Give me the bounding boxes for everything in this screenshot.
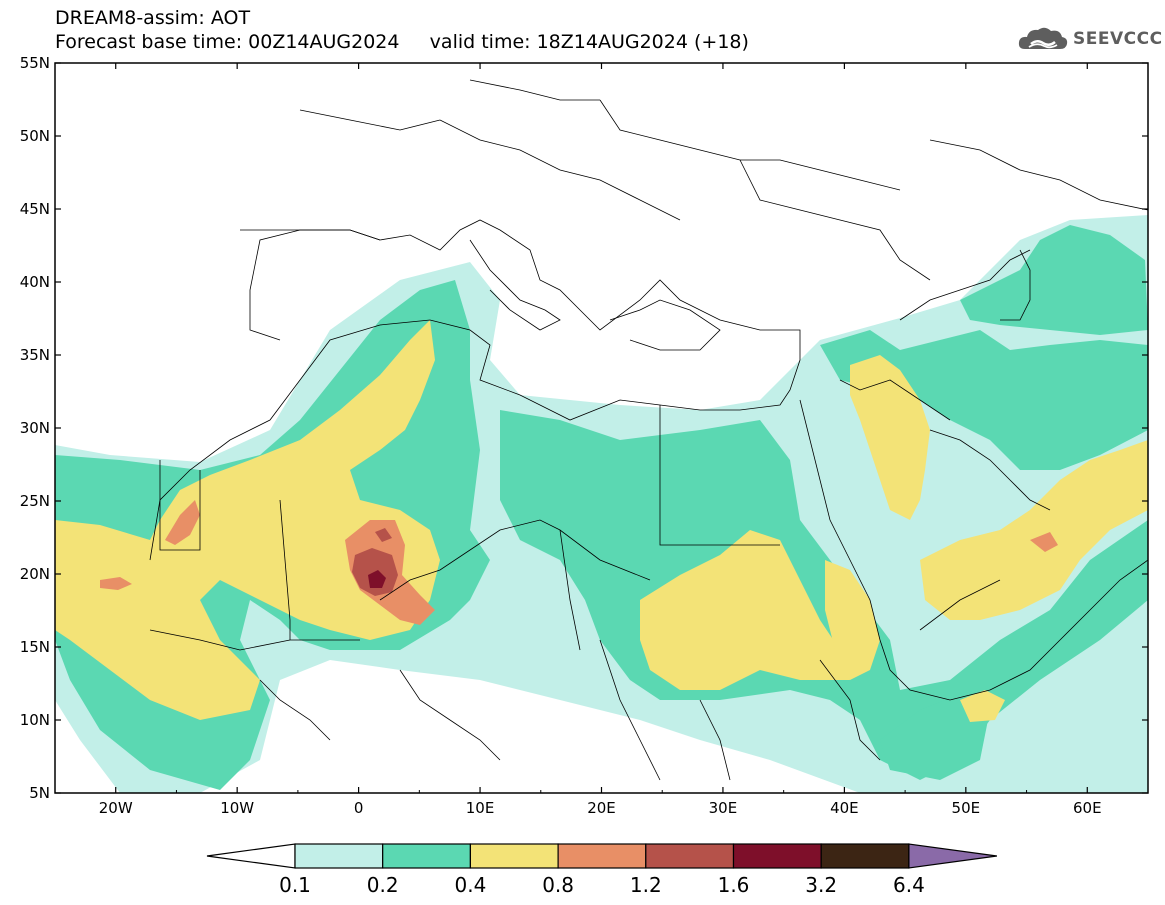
longitude-axis: 20W 10W 0 10E 20E 30E 40E 50E 60E xyxy=(54,63,1149,817)
lat-label: 10N xyxy=(20,711,50,729)
colorbar-segment xyxy=(557,843,647,869)
lon-label: 20E xyxy=(587,799,616,817)
lon-label: 10W xyxy=(220,799,254,817)
lat-label: 30N xyxy=(20,419,50,437)
cloud-icon xyxy=(1018,27,1068,49)
lon-label: 40E xyxy=(830,799,859,817)
lon-label: 50E xyxy=(952,799,981,817)
colorbar-segment xyxy=(732,843,822,869)
colorbar-segment xyxy=(645,843,735,869)
lat-label: 45N xyxy=(20,200,50,218)
colorbar-segment xyxy=(820,843,910,869)
lon-label: 30E xyxy=(709,799,738,817)
chart-title: DREAM8-assim: AOT xyxy=(55,7,251,29)
lon-label: 20W xyxy=(99,799,133,817)
colorbar-segment xyxy=(469,843,559,869)
aot-field xyxy=(55,63,1148,793)
logo-text: SEEVCCC xyxy=(1073,29,1163,49)
colorbar-label: 3.2 xyxy=(805,873,837,897)
lat-label: 40N xyxy=(20,273,50,291)
colorbar: 0.1 0.2 0.4 0.8 1.2 1.6 3.2 6.4 xyxy=(206,843,997,897)
lat-label: 20N xyxy=(20,565,50,583)
lat-label: 35N xyxy=(20,346,50,364)
aot-contour-1.6 xyxy=(368,570,386,588)
colorbar-label: 0.1 xyxy=(279,873,311,897)
lon-label: 60E xyxy=(1073,799,1102,817)
colorbar-segment xyxy=(294,843,384,869)
colorbar-label: 1.6 xyxy=(718,873,750,897)
colorbar-label: 0.2 xyxy=(367,873,399,897)
lat-label: 50N xyxy=(20,127,50,145)
lon-label: 0 xyxy=(354,799,364,817)
lat-label: 15N xyxy=(20,638,50,656)
lat-label: 5N xyxy=(29,784,50,802)
seevccc-logo: SEEVCCC xyxy=(1017,24,1163,54)
lon-label: 10E xyxy=(466,799,495,817)
colorbar-label: 1.2 xyxy=(630,873,662,897)
colorbar-label: 0.4 xyxy=(454,873,486,897)
lat-label: 55N xyxy=(20,54,50,72)
aot-contour-0.4 xyxy=(55,320,1148,722)
colorbar-segment xyxy=(382,843,472,869)
lat-label: 25N xyxy=(20,492,50,510)
colorbar-label: 0.8 xyxy=(542,873,574,897)
colorbar-label: 6.4 xyxy=(893,873,925,897)
colorbar-under-arrow xyxy=(206,843,296,869)
coastlines-borders xyxy=(149,79,1148,781)
forecast-times: Forecast base time: 00Z14AUG2024 valid t… xyxy=(55,31,749,53)
latitude-axis: 55N 50N 45N 40N 35N 30N 25N 20N 15N 10N 5N xyxy=(20,54,1148,802)
colorbar-over-arrow xyxy=(908,843,997,869)
